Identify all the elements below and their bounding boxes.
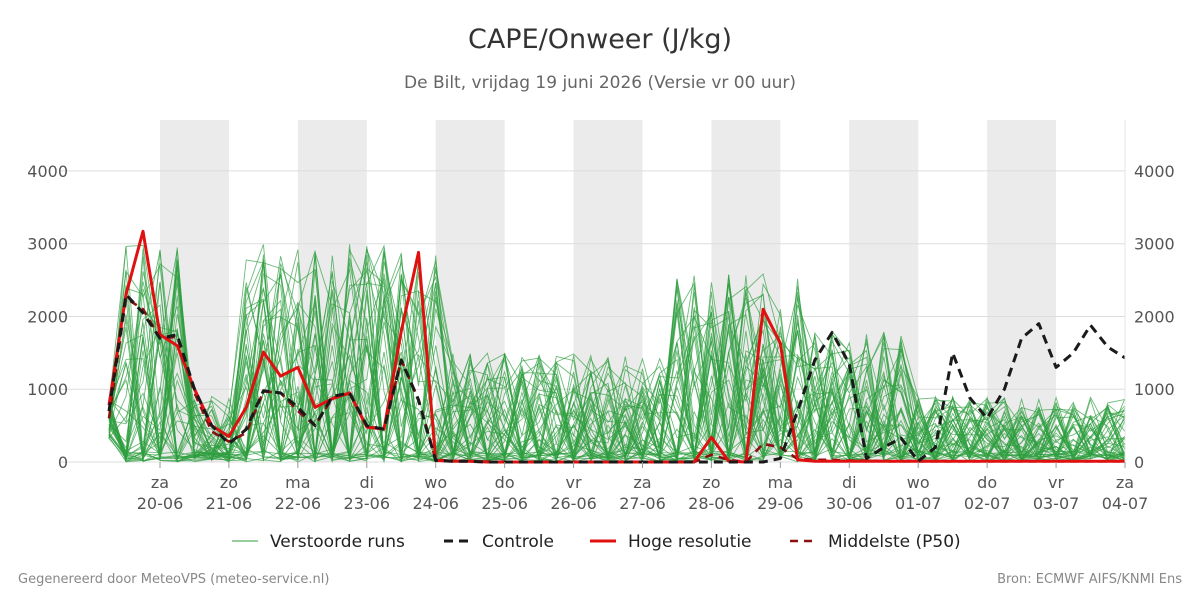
y-tick-label-right: 1000 bbox=[1134, 380, 1175, 399]
ensemble-run-line bbox=[108, 264, 1126, 463]
x-tick-day: vr bbox=[566, 473, 582, 492]
y-tick-label-left: 2000 bbox=[27, 307, 68, 326]
x-tick-date: 29-06 bbox=[757, 494, 804, 513]
ensemble-run-line bbox=[108, 284, 1126, 462]
ensemble-run-line bbox=[108, 246, 1126, 463]
x-tick-date: 03-07 bbox=[1033, 494, 1080, 513]
y-tick-label-left: 3000 bbox=[27, 235, 68, 254]
chart-title: CAPE/Onweer (J/kg) bbox=[467, 24, 732, 55]
chart-subtitle: De Bilt, vrijdag 19 juni 2026 (Versie vr… bbox=[403, 73, 797, 93]
x-tick-day: ma bbox=[768, 473, 793, 492]
y-tick-label-left: 1000 bbox=[27, 380, 68, 399]
legend-label: Controle bbox=[482, 532, 554, 552]
x-tick-date: 27-06 bbox=[619, 494, 666, 513]
main-series bbox=[107, 229, 1126, 464]
x-tick-date: 01-07 bbox=[895, 494, 942, 513]
x-tick-day: ma bbox=[285, 473, 310, 492]
x-tick-day: za bbox=[151, 473, 169, 492]
x-tick-day: do bbox=[495, 473, 515, 492]
x-tick-date: 30-06 bbox=[826, 494, 873, 513]
axes: 0 0 1000 1000 2000 2000 3000 3000 4000 4000 za 20-0… bbox=[27, 120, 1175, 513]
x-tick-day: za bbox=[633, 473, 651, 492]
shaded-day-band bbox=[987, 120, 1057, 462]
y-tick-label-right: 3000 bbox=[1134, 235, 1175, 254]
x-tick-date: 25-06 bbox=[481, 494, 528, 513]
x-tick-day: do bbox=[977, 473, 997, 492]
ensemble-run-line bbox=[108, 261, 1126, 463]
y-tick-label-left: 0 bbox=[58, 453, 68, 472]
x-tick-date: 23-06 bbox=[344, 494, 391, 513]
legend-label: Verstoorde runs bbox=[270, 532, 405, 552]
x-tick-day: zo bbox=[702, 473, 720, 492]
y-tick-label-right: 2000 bbox=[1134, 307, 1175, 326]
x-tick-date: 26-06 bbox=[550, 494, 597, 513]
footer-source: Bron: ECMWF AIFS/KNMI Ens bbox=[997, 572, 1182, 587]
series-line-controle bbox=[107, 293, 1126, 464]
ensemble-run-line bbox=[108, 289, 1126, 462]
x-tick-day: zo bbox=[220, 473, 238, 492]
ensemble-runs bbox=[108, 244, 1126, 464]
x-tick-date: 21-06 bbox=[206, 494, 253, 513]
ensemble-run-line bbox=[108, 282, 1126, 463]
x-tick-day: za bbox=[1116, 473, 1134, 492]
x-tick-date: 22-06 bbox=[275, 494, 322, 513]
y-tick-label-left: 4000 bbox=[27, 162, 68, 181]
x-tick-day: vr bbox=[1048, 473, 1064, 492]
ensemble-run-line bbox=[108, 248, 1126, 464]
y-tick-label-right: 0 bbox=[1134, 453, 1144, 472]
x-tick-day: wo bbox=[907, 473, 930, 492]
x-tick-day: wo bbox=[424, 473, 447, 492]
footer-generator: Gegenereerd door MeteoVPS (meteo-service… bbox=[18, 572, 330, 587]
ensemble-run-line bbox=[108, 268, 1126, 463]
ensemble-run-line bbox=[108, 248, 1126, 463]
y-tick-label-right: 4000 bbox=[1134, 162, 1175, 181]
x-tick-date: 24-06 bbox=[412, 494, 459, 513]
x-tick-date: 04-07 bbox=[1102, 494, 1149, 513]
x-tick-day: di bbox=[359, 473, 374, 492]
ensemble-run-line bbox=[108, 255, 1126, 464]
legend-label: Hoge resolutie bbox=[628, 532, 752, 552]
x-tick-date: 20-06 bbox=[137, 494, 184, 513]
x-tick-date: 02-07 bbox=[964, 494, 1011, 513]
x-tick-day: di bbox=[842, 473, 857, 492]
legend: Verstoorde runs Controle Hoge resolutie Mid… bbox=[232, 532, 961, 552]
ensemble-run-line bbox=[108, 261, 1126, 463]
x-tick-date: 28-06 bbox=[688, 494, 735, 513]
legend-label: Middelste (P50) bbox=[828, 532, 961, 552]
